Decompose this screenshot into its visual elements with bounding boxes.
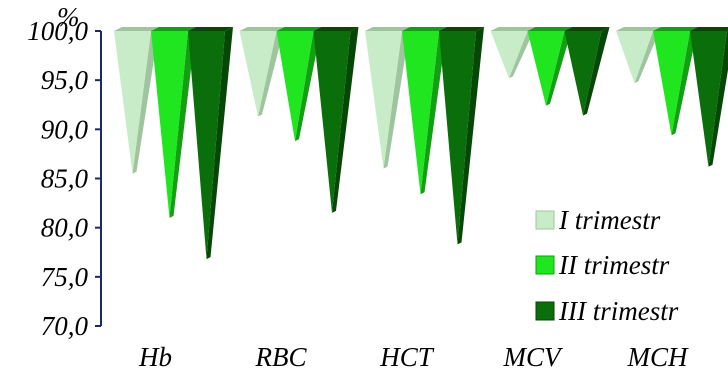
bar-side bbox=[708, 30, 728, 167]
legend-swatch bbox=[535, 210, 555, 230]
bar bbox=[527, 31, 565, 106]
bar bbox=[402, 31, 439, 195]
y-tick-label: 80,0 bbox=[41, 213, 89, 243]
bar-side bbox=[583, 27, 610, 116]
bar bbox=[313, 31, 351, 213]
category-label: HCT bbox=[379, 342, 435, 372]
bar-side bbox=[546, 27, 573, 106]
category-labels: Hb RBC HCT MCV MCH bbox=[138, 342, 689, 372]
y-unit-label: % bbox=[57, 2, 80, 32]
bar-cap bbox=[402, 27, 447, 31]
bar-cap bbox=[276, 27, 322, 31]
bar-cap bbox=[365, 27, 410, 31]
bar-side bbox=[332, 27, 359, 213]
bar bbox=[490, 31, 528, 79]
bar bbox=[239, 31, 277, 117]
bar bbox=[653, 31, 690, 136]
bar bbox=[188, 31, 225, 260]
category-label: MCV bbox=[503, 342, 565, 372]
bars-group bbox=[114, 27, 728, 260]
legend-label: III trimestr bbox=[558, 296, 679, 326]
bar bbox=[276, 31, 314, 142]
bar bbox=[365, 31, 402, 169]
bar-cap bbox=[690, 27, 728, 31]
legend-swatch bbox=[535, 301, 555, 321]
legend: I trimestr II trimestr III trimestr bbox=[535, 205, 679, 326]
bar-side bbox=[383, 27, 410, 169]
bar-side bbox=[169, 27, 196, 218]
legend-label: II trimestr bbox=[558, 250, 670, 280]
category-label: Hb bbox=[138, 342, 172, 372]
category-label: MCH bbox=[627, 342, 690, 372]
y-tick-label: 85,0 bbox=[41, 164, 89, 194]
bar-cap bbox=[151, 27, 196, 31]
bar-cap bbox=[439, 27, 484, 31]
bar-cap bbox=[616, 27, 661, 31]
legend-swatch bbox=[535, 255, 555, 275]
bar bbox=[114, 31, 151, 174]
bar bbox=[439, 31, 476, 245]
y-tick-label: 100,0 bbox=[27, 16, 88, 46]
bar-cap bbox=[653, 27, 698, 31]
bar-side bbox=[509, 27, 536, 79]
bar bbox=[151, 31, 188, 218]
bar-side bbox=[258, 27, 285, 117]
bar-side bbox=[457, 27, 484, 245]
bar-cap bbox=[490, 27, 536, 31]
bar-side bbox=[671, 27, 698, 136]
y-tick-label: 75,0 bbox=[41, 262, 89, 292]
y-tick-label: 70,0 bbox=[41, 311, 89, 341]
bar-side bbox=[132, 27, 159, 174]
bar-side bbox=[295, 27, 322, 142]
bar-cap bbox=[188, 27, 233, 31]
bar-cap bbox=[527, 27, 573, 31]
legend-label: I trimestr bbox=[558, 205, 661, 235]
bar-cap bbox=[239, 27, 285, 31]
category-label: RBC bbox=[255, 342, 308, 372]
bar-cap bbox=[313, 27, 359, 31]
bar-side bbox=[420, 27, 447, 195]
bar bbox=[690, 31, 727, 167]
bar-side bbox=[206, 27, 233, 260]
y-tick-label: 90,0 bbox=[41, 114, 89, 144]
y-axis-ticks: 100,0 95,0 90,0 85,0 80,0 75,0 70,0 bbox=[27, 16, 101, 341]
y-tick-label: 95,0 bbox=[41, 65, 89, 95]
bar bbox=[564, 31, 602, 116]
bar-cap bbox=[114, 27, 159, 31]
bar-side bbox=[634, 27, 661, 84]
bar-cap bbox=[564, 27, 610, 31]
bar bbox=[616, 31, 653, 84]
